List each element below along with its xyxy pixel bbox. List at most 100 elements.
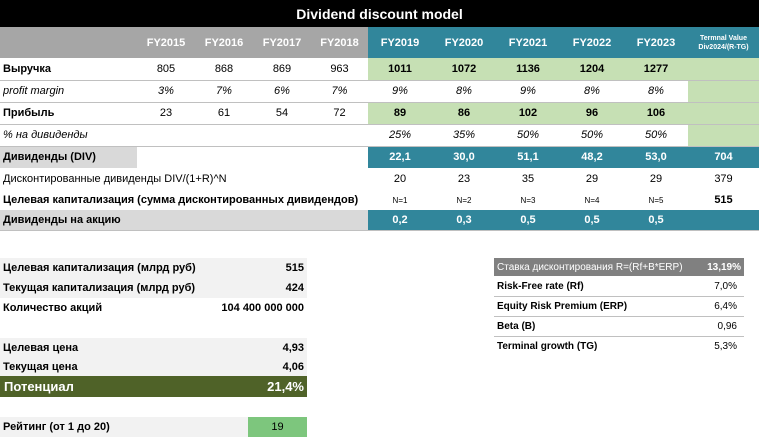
period-number: N=2	[456, 195, 472, 205]
margin-value: 8%	[648, 85, 664, 97]
margin-value: 9%	[392, 85, 408, 97]
year-header: FY2015	[137, 27, 195, 58]
profit-value: 72	[333, 107, 346, 119]
grid-line	[0, 124, 759, 125]
rf-value: 7,0%	[714, 281, 737, 292]
payout-value: 25%	[388, 129, 412, 141]
revenue-forecast-bg	[368, 58, 688, 80]
profit-forecast-bg	[368, 102, 688, 124]
rating-label-bg	[0, 417, 248, 437]
row-label-dividends: Дивиденды (DIV)	[0, 146, 137, 168]
dps-grey-fill	[137, 210, 368, 230]
profit-value: 61	[217, 107, 231, 119]
dps-value: 0,5	[624, 210, 688, 230]
current-cap-label: Текущая капитализация (млрд руб)	[3, 282, 196, 294]
profit-value: 106	[646, 107, 666, 119]
year-header: FY2016	[195, 27, 253, 58]
erp-value: 6,4%	[714, 301, 737, 312]
discounted-value: 35	[521, 173, 535, 185]
beta-label: Beta (B)	[497, 321, 536, 332]
period-number: N=3	[520, 195, 536, 205]
discounted-value: 29	[649, 173, 663, 185]
profit-value: 96	[585, 107, 599, 119]
revenue-value: 963	[330, 63, 349, 75]
discounted-value: 20	[393, 173, 407, 185]
current-cap-value: 424	[285, 282, 304, 294]
row-label-target-cap: Целевая капитализация (сумма дисконтиров…	[3, 194, 359, 206]
tg-label: Terminal growth (TG)	[497, 341, 598, 352]
dps-value: 0,5	[496, 210, 560, 230]
discount-rate-bar	[494, 258, 744, 276]
margin-forecast-bg	[368, 80, 688, 102]
row-label-payout: % на дивиденды	[3, 129, 88, 141]
profit-value: 86	[457, 107, 471, 119]
revenue-value: 1277	[643, 63, 669, 75]
margin-value: 6%	[274, 85, 290, 97]
profit-value: 23	[159, 107, 173, 119]
rating-value: 19	[248, 417, 307, 437]
year-header: FY2017	[253, 27, 311, 58]
discounted-value: 29	[585, 173, 599, 185]
margin-value: 7%	[216, 85, 232, 97]
shares-value: 104 400 000 000	[221, 302, 304, 314]
row-label-profit: Прибыль	[3, 107, 55, 119]
payout-value: 50%	[644, 129, 668, 141]
target-price-value: 4,93	[282, 341, 304, 354]
discounted-value: 23	[457, 173, 471, 185]
potential-bar	[0, 376, 307, 397]
dividend-value: 48,2	[560, 146, 624, 168]
grid-line	[494, 316, 744, 317]
revenue-value: 1136	[516, 63, 540, 75]
sheet-title: Dividend discount model	[0, 0, 759, 27]
grid-line	[0, 80, 759, 81]
margin-value: 7%	[331, 85, 348, 97]
margin-value: 8%	[584, 85, 600, 97]
margin-value: 3%	[158, 85, 174, 97]
dividend-value: 53,0	[624, 146, 688, 168]
payout-value: 50%	[580, 129, 604, 141]
rf-label: Risk-Free rate (Rf)	[497, 281, 584, 292]
grid-line	[494, 296, 744, 297]
profit-value: 54	[275, 107, 289, 119]
dps-terminal-fill	[688, 210, 759, 230]
dps-value: 0,2	[368, 210, 432, 230]
profit-value: 102	[518, 107, 538, 119]
revenue-value: 1072	[451, 63, 477, 75]
dividend-value: 22,1	[368, 146, 432, 168]
terminal-header-line2: Div2024/(R-TG)	[698, 43, 749, 51]
price-summary-bg	[0, 338, 307, 376]
payout-value: 35%	[452, 129, 476, 141]
profit-value: 89	[393, 107, 407, 119]
dividend-value: 30,0	[432, 146, 496, 168]
year-header: FY2021	[496, 27, 560, 58]
revenue-value: 1011	[388, 63, 412, 75]
revenue-value: 868	[214, 63, 234, 75]
dps-value: 0,5	[560, 210, 624, 230]
grid-line	[0, 230, 759, 231]
rating-label: Рейтинг (от 1 до 20)	[3, 421, 110, 433]
potential-label: Потенциал	[4, 379, 74, 394]
target-cap-value: 515	[285, 262, 304, 274]
grid-line	[494, 336, 744, 337]
dividend-value: 51,1	[496, 146, 560, 168]
revenue-value: 1204	[579, 63, 605, 75]
revenue-value: 869	[272, 63, 292, 75]
beta-value: 0,96	[717, 321, 737, 332]
margin-value: 9%	[520, 85, 536, 97]
target-price-label: Целевая цена	[3, 341, 79, 354]
year-header: FY2020	[432, 27, 496, 58]
terminal-header-line1: Termnal Value	[700, 34, 747, 42]
terminal-value-header: Termnal Value Div2024/(R-TG)	[688, 27, 759, 58]
payout-value: 50%	[516, 129, 540, 141]
dps-value: 0,3	[432, 210, 496, 230]
target-cap-terminal-value: 515	[714, 194, 733, 206]
grid-line	[0, 146, 759, 147]
period-number: N=1	[392, 195, 408, 205]
current-price-label: Текущая цена	[3, 360, 78, 373]
target-cap-label: Целевая капитализация (млрд руб)	[3, 262, 196, 274]
header-blank	[0, 27, 137, 58]
shares-label: Количество акций	[3, 302, 103, 314]
erp-label: Equity Risk Premium (ERP)	[497, 301, 628, 312]
row-label-dps: Дивиденды на акцию	[0, 210, 137, 230]
